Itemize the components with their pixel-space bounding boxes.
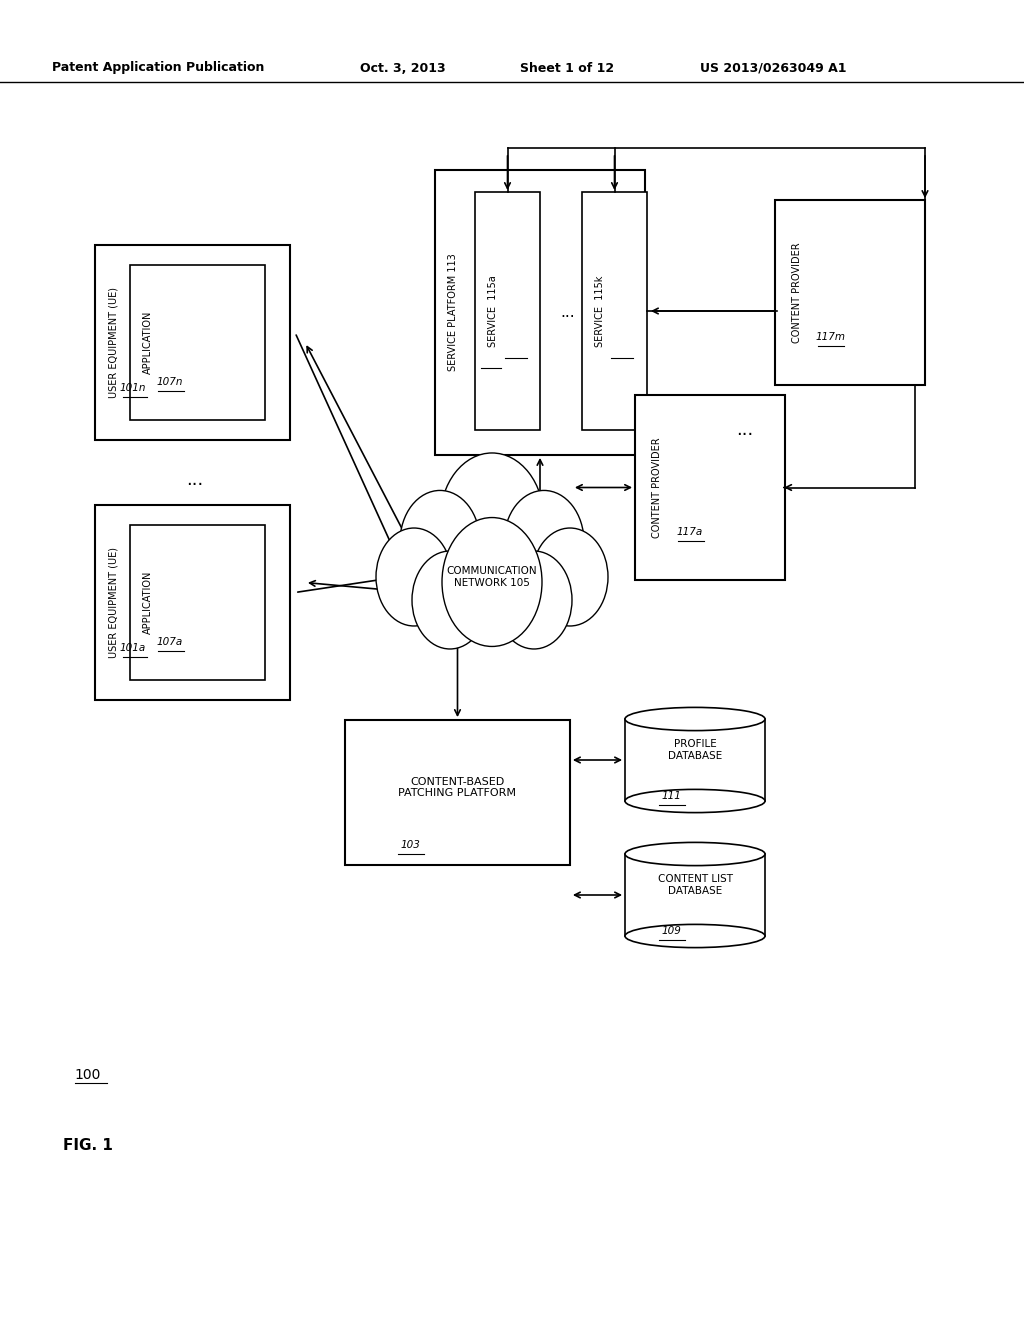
Text: 109: 109 [662, 927, 681, 936]
Text: 117m: 117m [815, 333, 845, 342]
Text: 100: 100 [75, 1068, 101, 1082]
Text: APPLICATION: APPLICATION [143, 570, 153, 634]
Ellipse shape [440, 453, 544, 587]
Ellipse shape [496, 550, 572, 649]
Text: COMMUNICATION
NETWORK 105: COMMUNICATION NETWORK 105 [446, 566, 538, 587]
Ellipse shape [625, 842, 765, 866]
Text: ...: ... [186, 471, 204, 488]
Text: PROFILE
DATABASE: PROFILE DATABASE [668, 739, 722, 760]
Bar [625, 854, 765, 936]
Ellipse shape [532, 528, 608, 626]
Ellipse shape [625, 789, 765, 813]
Bar [95, 246, 290, 440]
Text: APPLICATION: APPLICATION [143, 310, 153, 374]
Text: CONTENT PROVIDER: CONTENT PROVIDER [652, 437, 662, 537]
Bar [130, 525, 265, 680]
Text: 107n: 107n [157, 378, 183, 387]
Text: Sheet 1 of 12: Sheet 1 of 12 [520, 62, 614, 74]
Text: CONTENT LIST
DATABASE: CONTENT LIST DATABASE [657, 874, 732, 896]
Bar [625, 719, 765, 801]
Text: ...: ... [561, 305, 575, 319]
Bar [435, 170, 645, 455]
Ellipse shape [625, 924, 765, 948]
Text: SERVICE  115a: SERVICE 115a [488, 275, 498, 347]
Bar [95, 506, 290, 700]
Text: SERVICE  115k: SERVICE 115k [595, 276, 605, 347]
Text: USER EQUIPMENT (UE): USER EQUIPMENT (UE) [108, 286, 118, 399]
Ellipse shape [400, 491, 480, 594]
Text: FIG. 1: FIG. 1 [63, 1138, 113, 1152]
Text: CONTENT-BASED
PATCHING PLATFORM: CONTENT-BASED PATCHING PLATFORM [398, 776, 516, 799]
Bar [345, 719, 570, 865]
Text: SERVICE PLATFORM 113: SERVICE PLATFORM 113 [449, 253, 458, 371]
Bar [130, 265, 265, 420]
Ellipse shape [412, 550, 488, 649]
Ellipse shape [504, 491, 584, 594]
Text: 101n: 101n [120, 383, 146, 393]
Text: Patent Application Publication: Patent Application Publication [52, 62, 264, 74]
Bar [582, 191, 647, 430]
Ellipse shape [442, 517, 542, 647]
Text: 103: 103 [400, 840, 420, 850]
Text: CONTENT PROVIDER: CONTENT PROVIDER [792, 242, 802, 343]
Text: ...: ... [736, 421, 754, 440]
Text: 111: 111 [662, 791, 681, 801]
Text: 101a: 101a [120, 643, 146, 653]
Text: 117a: 117a [677, 527, 703, 537]
Text: USER EQUIPMENT (UE): USER EQUIPMENT (UE) [108, 546, 118, 657]
Ellipse shape [376, 528, 452, 626]
Bar [635, 395, 785, 579]
Text: 107a: 107a [157, 638, 183, 647]
Text: Oct. 3, 2013: Oct. 3, 2013 [360, 62, 445, 74]
Ellipse shape [625, 708, 765, 730]
Bar [775, 201, 925, 385]
Text: US 2013/0263049 A1: US 2013/0263049 A1 [700, 62, 847, 74]
Bar [475, 191, 540, 430]
